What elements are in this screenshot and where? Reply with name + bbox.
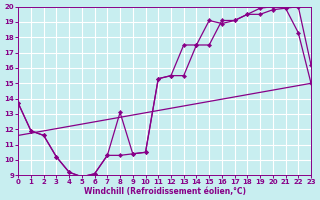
- X-axis label: Windchill (Refroidissement éolien,°C): Windchill (Refroidissement éolien,°C): [84, 187, 246, 196]
